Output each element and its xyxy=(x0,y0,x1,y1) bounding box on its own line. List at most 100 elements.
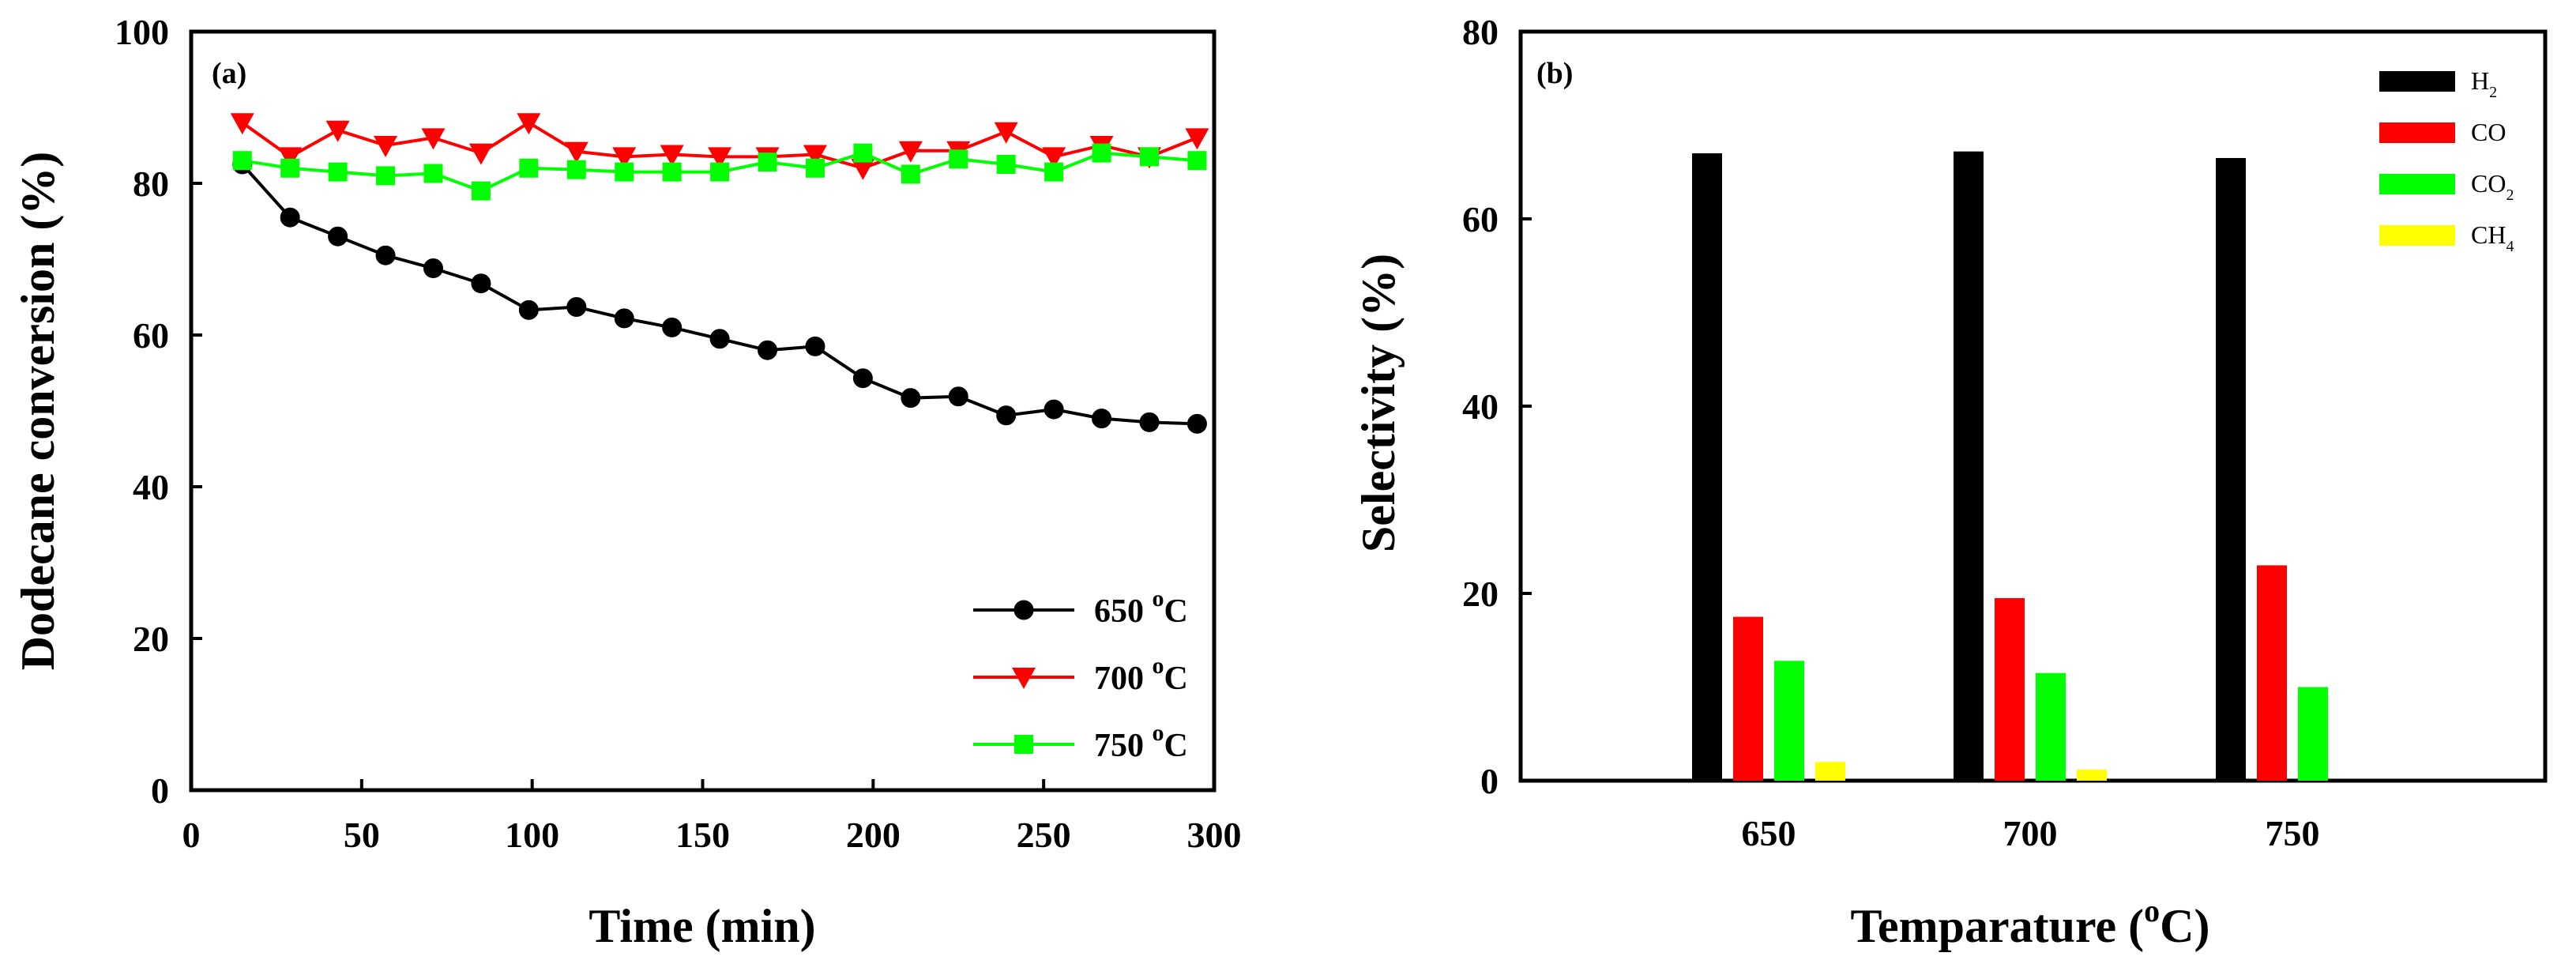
panel-a-data-point xyxy=(1044,399,1064,420)
panel-a-legend-sup: o xyxy=(1153,720,1164,746)
panel-b-bar-ch4 xyxy=(2077,769,2107,781)
panel-a-y-tick-label: 100 xyxy=(115,12,169,52)
panel-a-data-point xyxy=(518,299,539,320)
panel-b-plot-frame xyxy=(1518,29,2548,783)
panel-b-bar-h2 xyxy=(2216,157,2246,781)
panel-b-x-tick-label: 650 xyxy=(1742,813,1796,853)
panel-b-legend-sub: 4 xyxy=(2506,238,2514,255)
panel-b-bar-co xyxy=(1995,597,2025,781)
panel-b-legend-base: CO xyxy=(2471,118,2506,146)
panel-a-data-point xyxy=(1139,147,1159,167)
panel-b-y-tick-label: 0 xyxy=(1480,761,1499,801)
panel-a-data-point xyxy=(566,160,586,179)
panel-a-data-point xyxy=(996,155,1016,174)
panel-a-data-point xyxy=(901,164,920,184)
panel-b-label: (b) xyxy=(1536,57,1573,90)
panel-a-data-point xyxy=(1092,409,1112,429)
panel-b-legend-swatch xyxy=(2379,71,2455,92)
panel-a-data-point xyxy=(708,147,732,169)
panel-a-data-point xyxy=(710,162,730,182)
panel-a-data-point xyxy=(1186,413,1207,434)
panel-a-x-tick-label: 150 xyxy=(675,815,730,855)
panel-b-axes: 0 20 40 60 80 650 700 750 xyxy=(1462,12,2320,853)
panel-a-series-750 xyxy=(232,143,1207,201)
panel-a-y-tick-label: 0 xyxy=(151,770,169,811)
panel-a-data-point xyxy=(1185,128,1209,150)
panel-b-x-tick-label: 700 xyxy=(2003,813,2058,853)
panel-a-data-point xyxy=(566,296,587,317)
panel-b-bar-co2 xyxy=(1774,661,1804,781)
panel-b-legend-label: H2 xyxy=(2471,66,2497,101)
panel-b-bar-co xyxy=(1733,616,1763,781)
panel-b-legend-label: CO2 xyxy=(2471,169,2514,204)
panel-b-legend-swatch xyxy=(2379,122,2455,143)
panel-b-bar-co2 xyxy=(2036,672,2066,781)
panel-a-x-tick-label: 100 xyxy=(505,815,559,855)
panel-b-legend-sub: 2 xyxy=(2489,84,2497,101)
panel-a-data-point xyxy=(852,368,873,389)
panel-a-data-point xyxy=(328,226,348,247)
panel-a-legend-sup: o xyxy=(1153,586,1164,612)
panel-a-data-point xyxy=(230,113,254,135)
panel-b-x-axis-title-sup: o xyxy=(2144,893,2160,928)
panel-b-y-tick-label: 20 xyxy=(1462,574,1499,614)
panel-a-data-point xyxy=(805,336,825,356)
panel-a-data-point xyxy=(471,181,491,201)
panel-a-legend-unit: C xyxy=(1164,593,1188,630)
panel-a-legend-item-750: 750 oC xyxy=(973,720,1188,764)
panel-a-data-point xyxy=(758,340,778,360)
panel-a-legend-temp: 750 xyxy=(1094,728,1153,764)
panel-a-data-point xyxy=(1187,151,1207,171)
panel-a-legend-marker xyxy=(1012,668,1036,689)
panel-b-legend-item-co2: CO2 xyxy=(2379,169,2514,204)
panel-b-group-650 xyxy=(1692,153,1845,781)
panel-a-x-tick-label: 250 xyxy=(1017,815,1071,855)
panel-b-legend-sub: 2 xyxy=(2506,186,2514,204)
panel-a-data-point xyxy=(423,164,443,183)
panel-b-y-tick-label: 60 xyxy=(1462,199,1499,239)
panel-a-x-tick-label: 200 xyxy=(846,815,901,855)
panel-a-y-tick-label: 80 xyxy=(133,164,169,204)
panel-a-data-point xyxy=(328,162,348,182)
panel-a-x-tick-label: 0 xyxy=(182,815,201,855)
panel-a-data-point xyxy=(1139,412,1160,432)
panel-a-y-tick-label: 20 xyxy=(133,619,169,659)
panel-a-data-point xyxy=(519,158,539,178)
panel-a-data-point xyxy=(1092,143,1111,163)
panel-a-data-point xyxy=(660,145,684,167)
panel-a-data-point xyxy=(709,329,730,349)
panel-b-legend-item-ch4: CH4 xyxy=(2379,220,2514,255)
panel-a-axes: 0 50 100 150 200 250 300 0 20 40 60 80 100 xyxy=(115,12,1242,855)
panel-b-y-tick-label: 40 xyxy=(1462,386,1499,427)
panel-a-legend-item-700: 700 oC xyxy=(973,653,1188,697)
panel-b-y-axis-title: Selectivity (%) xyxy=(1352,254,1405,552)
panel-b-bar-h2 xyxy=(1692,153,1722,781)
panel-b-bar-co xyxy=(2257,565,2287,781)
panel-a-data-point xyxy=(1042,147,1066,169)
panel-b-bar-h2 xyxy=(1954,151,1984,781)
panel-b-x-tick-label: 750 xyxy=(2266,813,2320,853)
panel-b-legend-item-co: CO xyxy=(2379,118,2506,146)
panel-a-data-point xyxy=(615,162,634,182)
panel-a-series-line xyxy=(241,163,1198,426)
panel-a-legend-label: 750 oC xyxy=(1094,720,1188,764)
panel-b-legend-base: CH xyxy=(2471,220,2506,249)
panel-a-data-point xyxy=(471,273,491,294)
panel-a-data-point xyxy=(901,388,921,409)
panel-b-legend-base: CO xyxy=(2471,169,2506,198)
panel-a-data-point xyxy=(996,405,1017,426)
panel-a-legend-temp: 650 xyxy=(1094,593,1153,630)
panel-a-data-point xyxy=(232,151,252,171)
panel-b-x-axis-title-main: Temparature ( xyxy=(1851,900,2145,952)
panel-a-legend-label: 650 oC xyxy=(1094,586,1188,630)
panel-b-y-tick-label: 80 xyxy=(1462,12,1499,52)
panel-b-legend-base: H xyxy=(2471,66,2489,95)
panel-b-group-750 xyxy=(2216,157,2328,781)
panel-a-x-tick-label: 50 xyxy=(344,815,380,855)
panel-a-legend-unit: C xyxy=(1164,728,1188,764)
panel-a-x-tick-label: 300 xyxy=(1187,815,1242,855)
panel-b-group-700 xyxy=(1954,151,2107,781)
